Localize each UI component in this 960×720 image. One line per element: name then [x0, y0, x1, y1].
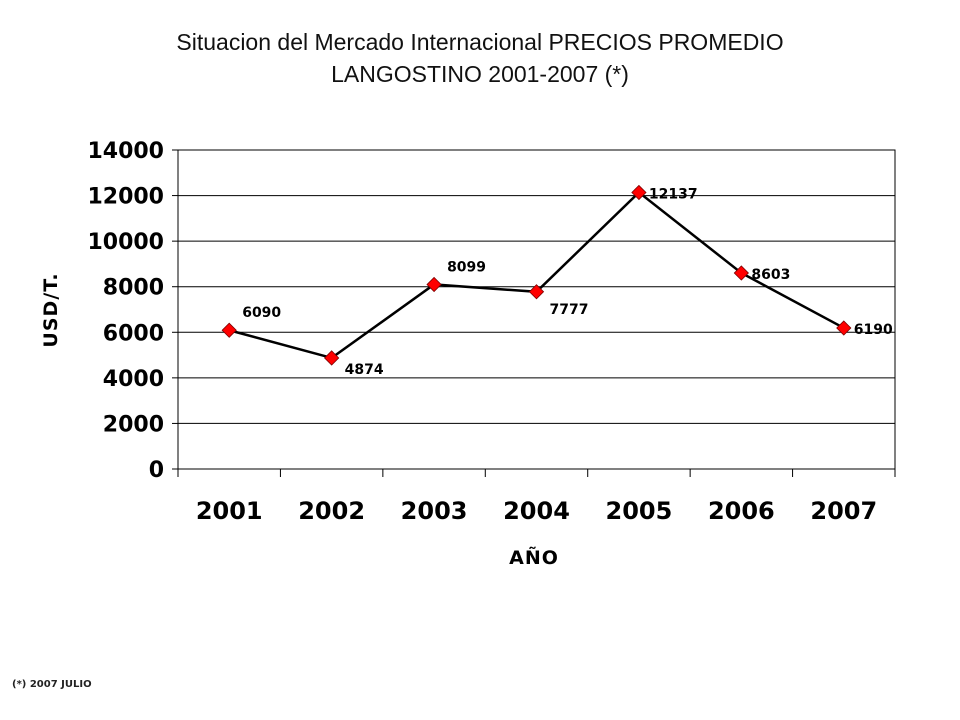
- data-label: 12137: [649, 186, 698, 202]
- plot-area: [177, 149, 896, 470]
- x-tick-label: 2007: [810, 497, 877, 525]
- y-tick-label: 0: [149, 458, 164, 483]
- data-point: [733, 265, 749, 281]
- gridlines: [178, 149, 895, 470]
- x-tick-label: 2006: [708, 497, 775, 525]
- chart-title-line-1: Situacion del Mercado Internacional PREC…: [176, 29, 784, 55]
- x-tick-label: 2005: [606, 497, 673, 525]
- data-label: 7777: [550, 302, 589, 318]
- y-tick-label: 6000: [103, 321, 164, 346]
- chart-title-line-2: LANGOSTINO 2001-2007 (*): [331, 61, 629, 87]
- y-tick-label: 4000: [103, 367, 164, 392]
- x-tick-label: 2001: [196, 497, 263, 525]
- y-tick-label: 14000: [87, 139, 164, 164]
- data-label: 8603: [751, 267, 790, 283]
- data-label: 6090: [242, 305, 281, 321]
- data-label: 6190: [854, 322, 893, 338]
- data-point: [631, 184, 647, 201]
- data-labels: 6090 4874 8099 7777 12137 8603 6190: [242, 186, 893, 377]
- y-tick-label: 10000: [87, 230, 164, 255]
- x-tick-label: 2004: [503, 497, 570, 525]
- data-label: 8099: [447, 259, 486, 275]
- x-tick-label: 2003: [401, 497, 468, 525]
- data-point: [836, 320, 852, 336]
- data-point: [528, 284, 545, 300]
- y-axis-ticks: 0 2000 4000 6000 8000 10000 12000 14000: [87, 139, 178, 483]
- footnote: (*) 2007 JULIO: [12, 679, 92, 690]
- data-point: [221, 322, 237, 338]
- y-tick-label: 8000: [103, 276, 164, 301]
- y-tick-label: 12000: [87, 185, 164, 210]
- data-point: [426, 276, 442, 293]
- data-markers: [221, 184, 852, 366]
- y-tick-label: 2000: [103, 412, 164, 437]
- data-point: [324, 350, 340, 366]
- x-axis-ticks: 2001 2002 2003 2004 2005 2006 2007: [177, 469, 896, 525]
- chart-title: Situacion del Mercado Internacional PREC…: [0, 26, 960, 90]
- data-label: 4874: [345, 362, 384, 378]
- y-axis-label: USD/T.: [40, 272, 62, 347]
- x-axis-label: AÑO: [509, 545, 559, 569]
- x-tick-label: 2002: [298, 497, 365, 525]
